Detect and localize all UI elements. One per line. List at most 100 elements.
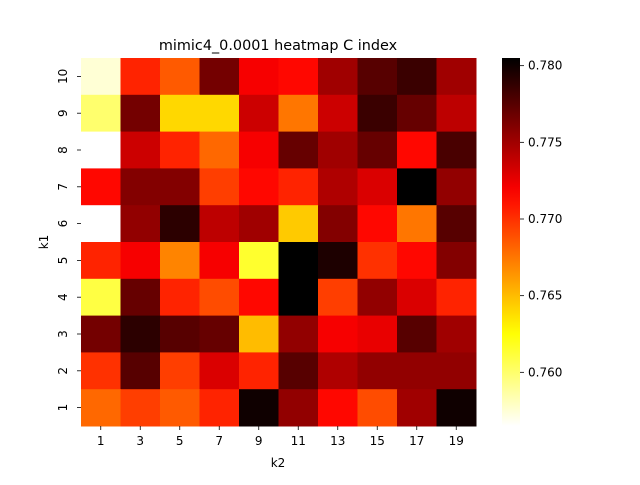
heatmap-cell [199,131,240,169]
heatmap-cell [81,389,121,427]
heatmap-cell [278,58,319,96]
heatmap-cell [239,205,279,243]
y-tick-label: 8 [56,146,70,154]
y-tick-label: 5 [56,257,70,265]
heatmap-cell [318,168,358,206]
x-tick-label: 13 [330,434,345,448]
heatmap-cell [199,58,240,96]
x-tick-label: 17 [409,434,424,448]
x-tick-label: 3 [136,434,144,448]
heatmap-cell [160,131,200,169]
heatmap-cell [397,389,437,427]
heatmap-cell [278,168,319,206]
heatmap-cell [120,389,161,427]
heatmap-cell [199,242,240,280]
heatmap-cell [239,278,279,317]
heatmap-cell [120,58,161,96]
heatmap-cell [318,352,358,390]
chart-title: mimic4_0.0001 heatmap C index [159,38,398,54]
heatmap-cell [318,58,358,96]
heatmap-cells [81,58,477,427]
heatmap-cell [278,315,319,353]
heatmap-cell [81,242,121,280]
heatmap-cell [81,131,121,169]
x-tick-label: 7 [215,434,223,448]
heatmap-cell [160,278,200,317]
x-axis-ticks: 1 3 5 7 9 11 13 15 17 19 [97,426,464,448]
heatmap-cell [160,58,200,96]
heatmap-cell [239,352,279,390]
heatmap-cell [397,242,437,280]
heatmap-cell [357,389,398,427]
heatmap-cell [397,131,437,169]
heatmap-cell [81,168,121,206]
heatmap-cell [120,94,161,133]
heatmap-cell [160,205,200,243]
colorbar-ticks: 0.760 0.765 0.770 0.775 0.780 [520,59,562,379]
x-tick-label: 1 [97,434,105,448]
heatmap-cell [120,168,161,206]
heatmap-cell [199,389,240,427]
heatmap-cell [357,94,398,133]
heatmap-cell [397,315,437,353]
heatmap-cell [278,352,319,390]
heatmap-cell [436,242,477,280]
heatmap-cell [239,168,279,206]
heatmap-cell [397,168,437,206]
y-tick-label: 10 [56,69,70,84]
heatmap-cell [120,242,161,280]
heatmap-cell [397,352,437,390]
heatmap-cell [278,205,319,243]
heatmap-cell [397,94,437,133]
heatmap-cell [318,389,358,427]
heatmap-cell [160,315,200,353]
heatmap-cell [199,352,240,390]
heatmap-cell [397,278,437,317]
colorbar [502,58,520,426]
y-axis-label: k1 [37,235,51,250]
y-tick-label: 2 [56,367,70,375]
colorbar-tick-label: 0.760 [528,365,562,379]
heatmap-cell [81,94,121,133]
heatmap-cell [199,315,240,353]
y-tick-label: 9 [56,109,70,117]
y-tick-label: 4 [56,293,70,301]
heatmap-cell [278,278,319,317]
heatmap-cell [278,242,319,280]
heatmap-cell [318,278,358,317]
heatmap-cell [160,168,200,206]
colorbar-tick-label: 0.765 [528,289,562,303]
heatmap-cell [199,205,240,243]
heatmap-cell [436,315,477,353]
y-tick-label: 1 [56,404,70,412]
heatmap-cell [199,168,240,206]
colorbar-tick-label: 0.775 [528,135,562,149]
heatmap-cell [436,205,477,243]
heatmap-cell [239,58,279,96]
colorbar-tick-label: 0.770 [528,212,562,226]
heatmap-cell [239,389,279,427]
x-tick-label: 19 [449,434,464,448]
heatmap-cell [357,205,398,243]
heatmap-cell [436,389,477,427]
heatmap-cell [436,131,477,169]
heatmap-cell [239,315,279,353]
heatmap-cell [120,278,161,317]
y-axis-ticks: 10 9 8 7 6 5 4 3 2 1 [56,69,81,412]
heatmap-cell [81,278,121,317]
heatmap-cell [397,205,437,243]
heatmap-cell [239,94,279,133]
heatmap-cell [318,315,358,353]
heatmap-cell [357,352,398,390]
heatmap-cell [81,58,121,96]
heatmap-cell [120,131,161,169]
heatmap-cell [81,205,121,243]
heatmap-cell [278,389,319,427]
heatmap-cell [81,315,121,353]
heatmap-cell [239,242,279,280]
heatmap-cell [160,242,200,280]
heatmap-cell [436,58,477,96]
heatmap-cell [120,205,161,243]
